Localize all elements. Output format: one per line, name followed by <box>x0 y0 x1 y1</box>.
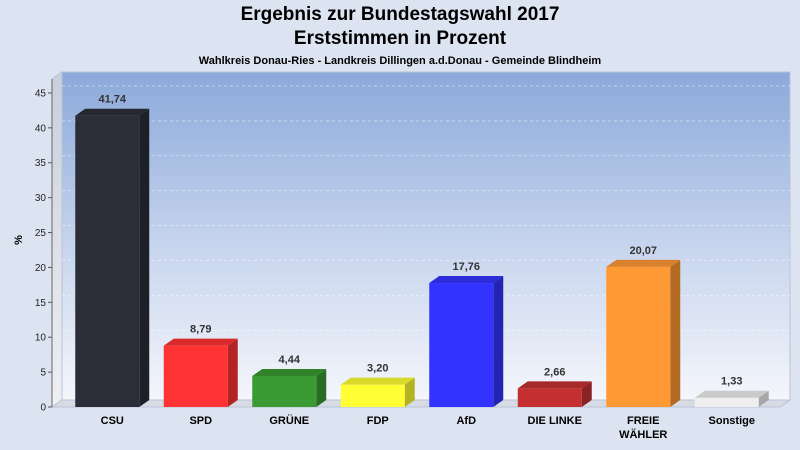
bar-grüne <box>252 369 327 407</box>
bar-top <box>252 369 327 377</box>
bar-side <box>758 390 769 407</box>
bar-front <box>75 115 140 408</box>
plot-side-wall <box>51 71 63 408</box>
bar-afd <box>429 276 504 407</box>
bar-top <box>340 377 415 385</box>
value-label: 41,74 <box>98 94 126 106</box>
bar-spd <box>163 338 238 407</box>
bar-side <box>404 377 415 407</box>
category-label: GRÜNE <box>269 414 309 427</box>
bar-side <box>670 259 681 407</box>
value-label: 3,20 <box>367 363 388 375</box>
bar-side <box>316 369 327 407</box>
bar-fdp <box>340 377 415 407</box>
bar-front <box>252 376 317 407</box>
y-tick-label: 25 <box>35 228 47 239</box>
y-tick-label: 15 <box>35 298 47 309</box>
bar-top <box>606 259 681 267</box>
y-tick-label: 30 <box>35 193 47 204</box>
bar-top <box>163 338 238 346</box>
bar-top <box>517 381 592 389</box>
value-label: 8,79 <box>190 324 211 336</box>
bar-top <box>694 390 769 398</box>
plot-floor <box>50 399 792 408</box>
y-tick-label: 5 <box>40 368 46 379</box>
y-tick-label: 10 <box>35 333 47 344</box>
bar-side <box>227 338 238 407</box>
category-label: Sonstige <box>709 415 755 427</box>
bar-side <box>581 381 592 407</box>
bar-front <box>429 283 494 407</box>
category-label: WÄHLER <box>619 428 667 441</box>
bar-top <box>429 276 504 284</box>
bar-front <box>606 266 671 407</box>
bar-csu <box>75 108 150 408</box>
chart-title-line1: Ergebnis zur Bundestagswahl 2017 <box>240 4 560 25</box>
y-tick-label: 20 <box>35 263 47 274</box>
value-label: 4,44 <box>279 354 301 366</box>
y-tick-label: 40 <box>35 123 47 134</box>
bar-side <box>493 276 504 407</box>
category-label: DIE LINKE <box>528 415 582 427</box>
bar-top <box>75 108 150 116</box>
chart-subtitle: Wahlkreis Donau-Ries - Landkreis Dilling… <box>198 55 602 67</box>
bar-sonstige <box>694 390 769 407</box>
category-label: FDP <box>367 415 389 427</box>
bar-front <box>694 397 759 407</box>
value-label: 2,66 <box>544 366 565 378</box>
bar-front <box>517 388 582 407</box>
y-axis-label: % <box>13 235 25 245</box>
value-label: 1,33 <box>721 376 742 388</box>
bar-freie-wähler <box>606 259 681 407</box>
bar-front <box>163 345 228 407</box>
y-tick-label: 45 <box>35 88 47 99</box>
category-label: CSU <box>101 415 124 427</box>
value-label: 20,07 <box>629 245 657 257</box>
bar-side <box>139 108 150 408</box>
category-label: AfD <box>456 415 476 427</box>
value-label: 17,76 <box>452 261 480 273</box>
category-label: FREIE <box>627 415 659 427</box>
category-label: SPD <box>189 415 212 427</box>
y-tick-label: 0 <box>40 403 46 414</box>
y-tick-label: 35 <box>35 158 47 169</box>
chart-title-line2: Erststimmen in Prozent <box>293 28 507 49</box>
bar-die-linke <box>517 381 592 407</box>
bar-front <box>340 384 405 407</box>
